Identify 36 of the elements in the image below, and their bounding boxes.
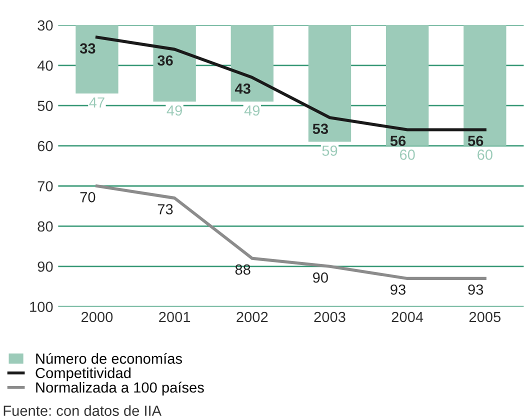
data-label: 88 bbox=[235, 264, 250, 275]
x-tick-label: 2004 bbox=[392, 312, 424, 322]
data-label: 49 bbox=[166, 105, 182, 116]
y-tick-label: 90 bbox=[38, 262, 53, 272]
data-label: 70 bbox=[80, 192, 96, 202]
data-label: 56 bbox=[468, 136, 484, 146]
y-tick-label: 60 bbox=[38, 140, 53, 152]
legend-label: Competitividad bbox=[36, 367, 131, 382]
data-label: 93 bbox=[468, 284, 484, 295]
data-label: 53 bbox=[312, 124, 328, 134]
legend-label: Número de economías bbox=[36, 352, 182, 364]
y-tick-label: 40 bbox=[37, 60, 53, 71]
x-tick-label: 2001 bbox=[159, 312, 190, 322]
x-tick-label: 2000 bbox=[82, 312, 113, 322]
data-label: 33 bbox=[80, 43, 96, 54]
y-tick-label: 80 bbox=[38, 221, 53, 232]
y-tick-label: 70 bbox=[38, 181, 53, 192]
y-tick-label: 50 bbox=[38, 100, 53, 112]
data-label: 43 bbox=[234, 83, 250, 94]
source-note: Fuente: con datos de IIA bbox=[4, 405, 162, 416]
data-label: 90 bbox=[313, 272, 328, 283]
data-label: 49 bbox=[244, 105, 260, 116]
data-label: 73 bbox=[158, 204, 173, 214]
x-tick-label: 2005 bbox=[469, 312, 501, 322]
data-label: 60 bbox=[400, 150, 415, 160]
legend-label: Normalizada a 100 países bbox=[36, 382, 204, 396]
data-label: 56 bbox=[390, 136, 406, 146]
y-tick-label: 30 bbox=[38, 20, 53, 31]
data-label: 36 bbox=[157, 55, 173, 66]
y-tick-label: 100 bbox=[30, 302, 53, 312]
data-label: 59 bbox=[322, 146, 338, 156]
data-label: 60 bbox=[478, 150, 492, 160]
data-label: 47 bbox=[89, 97, 104, 108]
x-tick-label: 2002 bbox=[236, 312, 268, 322]
data-label: 93 bbox=[390, 284, 406, 295]
x-tick-label: 2003 bbox=[314, 312, 346, 322]
